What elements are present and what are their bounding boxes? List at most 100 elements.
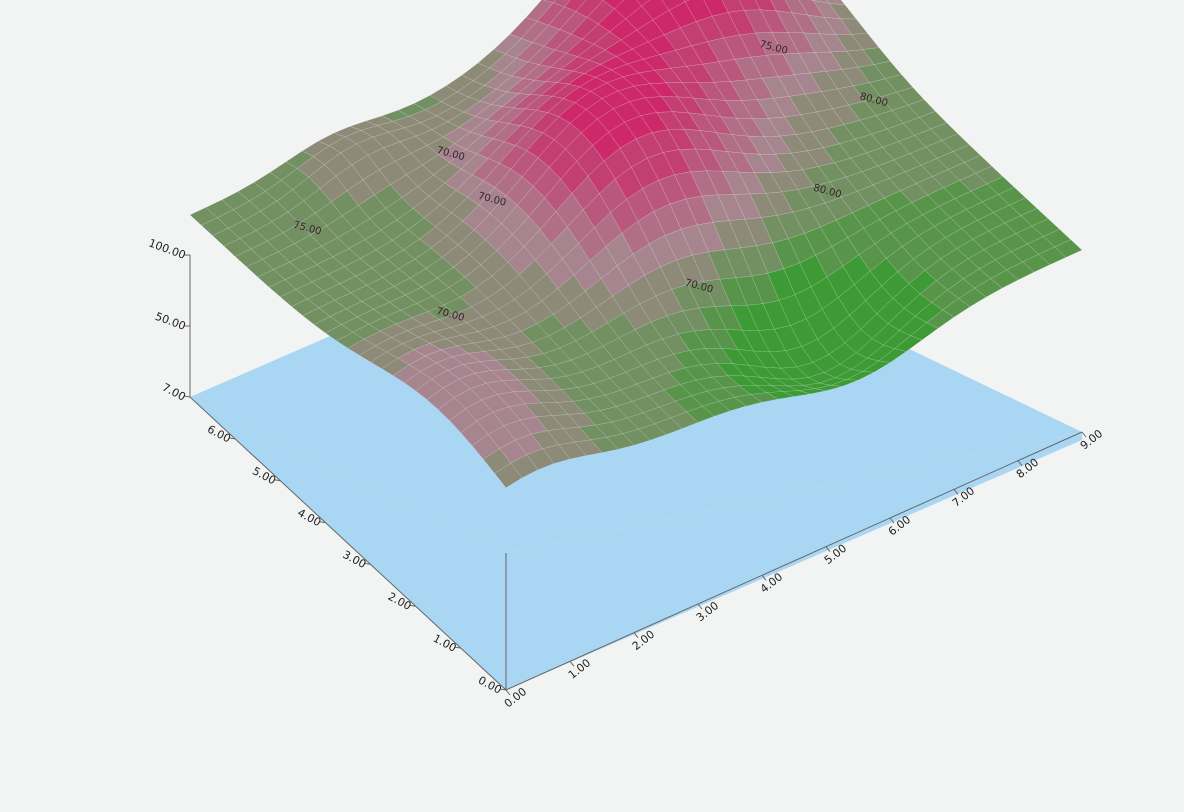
surface-cell: [422, 319, 452, 333]
surface-cell: [483, 448, 512, 474]
surface-cell: [638, 423, 667, 441]
surface-cell: [513, 390, 542, 405]
surface-cell: [266, 232, 295, 253]
surface-cell: [289, 254, 318, 273]
x-tick: [569, 661, 575, 667]
surface-cell: [1054, 239, 1083, 258]
surface-cell: [397, 103, 426, 117]
x-tick: [761, 575, 767, 581]
surface-cell: [351, 154, 380, 180]
surface-cell: [812, 0, 830, 4]
surface-cell: [445, 74, 474, 93]
surface-cell: [686, 405, 715, 423]
surface-cell: [758, 153, 788, 173]
y-tick: [274, 479, 281, 482]
surface-cell: [549, 375, 579, 391]
x-tick-label: 9.00: [1078, 427, 1105, 452]
surface-cell: [398, 258, 427, 279]
surface-cell: [355, 267, 384, 286]
surface-cell: [635, 0, 651, 7]
surface-cell: [300, 264, 329, 283]
surface-cell: [298, 212, 327, 236]
surface-cell: [415, 378, 444, 401]
surface-cell: [812, 0, 841, 20]
surface-cell: [442, 378, 471, 399]
y-tick: [229, 437, 236, 440]
surface-cell: [428, 182, 457, 206]
surface-cell: [472, 340, 502, 352]
surface-cell: [432, 287, 461, 306]
surface-cell: [303, 188, 332, 214]
surface-cell: [647, 389, 676, 408]
surface-cell: [417, 331, 447, 344]
surface-cell: [542, 0, 556, 4]
surface-cell: [552, 0, 571, 8]
y-tick: [364, 562, 371, 565]
x-axis: [505, 431, 1083, 691]
surface-cell: [526, 448, 555, 471]
surface-cell: [861, 360, 891, 373]
surface-cell: [460, 153, 489, 176]
surface-cell: [718, 396, 747, 412]
surface-cell: [735, 275, 764, 306]
surface-mesh: [189, 0, 1083, 489]
z-tick-label: 50.00: [153, 310, 187, 333]
surface-cell: [452, 96, 481, 113]
surface-cell: [683, 0, 690, 3]
surface-cell: [519, 416, 548, 435]
surface-cell: [574, 439, 603, 456]
surface-cell: [515, 342, 545, 358]
surface-cell: [392, 364, 421, 384]
surface-cell: [509, 311, 538, 332]
surface-cell: [401, 186, 430, 209]
surface-cell: [411, 311, 440, 326]
surface-cell: [754, 0, 777, 12]
y-tick: [454, 646, 461, 649]
y-tick-label: 7.00: [160, 381, 188, 404]
surface-cell: [475, 275, 504, 299]
surface-cell: [677, 330, 706, 351]
surface-cell: [774, 152, 804, 173]
surface-cell: [426, 387, 455, 410]
surface-cell: [479, 359, 508, 371]
surface-cell: [819, 33, 848, 53]
surface-cell: [400, 303, 429, 319]
surface-cell: [446, 220, 475, 246]
surface-cell: [753, 350, 782, 369]
surface-cell: [292, 176, 321, 202]
surface-cell: [370, 351, 399, 370]
surface-cell: [655, 289, 684, 317]
y-tick: [319, 521, 326, 524]
surface-cell: [308, 164, 337, 189]
x-tick: [953, 489, 959, 495]
surface-cell: [798, 388, 827, 395]
surface-cell: [433, 162, 462, 184]
surface-cell: [461, 62, 490, 82]
surface-cell: [740, 245, 769, 277]
surface-cell: [378, 160, 407, 185]
x-tick: [1081, 431, 1087, 438]
surface-cell: [546, 428, 576, 446]
surface-cell: [644, 266, 673, 297]
surface-cell: [406, 324, 436, 338]
surface-cell: [384, 309, 413, 325]
x-tick: [889, 517, 895, 524]
surface-cell: [784, 0, 809, 16]
x-tick: [505, 689, 511, 696]
surface-cell: [474, 370, 503, 384]
surface-cell: [313, 316, 342, 334]
surface-cell: [419, 362, 449, 380]
surface-cell: [250, 240, 279, 260]
surface-cell: [702, 400, 731, 417]
surface-cell: [458, 116, 487, 133]
surface-cell: [363, 330, 392, 347]
surface-cell: [462, 204, 491, 231]
surface-cell: [324, 152, 353, 177]
surface-cell: [460, 420, 489, 447]
y-tick: [183, 395, 191, 398]
surface-cell: [396, 208, 425, 231]
surface-cell: [317, 132, 346, 146]
surface-cell: [770, 0, 793, 14]
y-tick: [409, 604, 416, 607]
